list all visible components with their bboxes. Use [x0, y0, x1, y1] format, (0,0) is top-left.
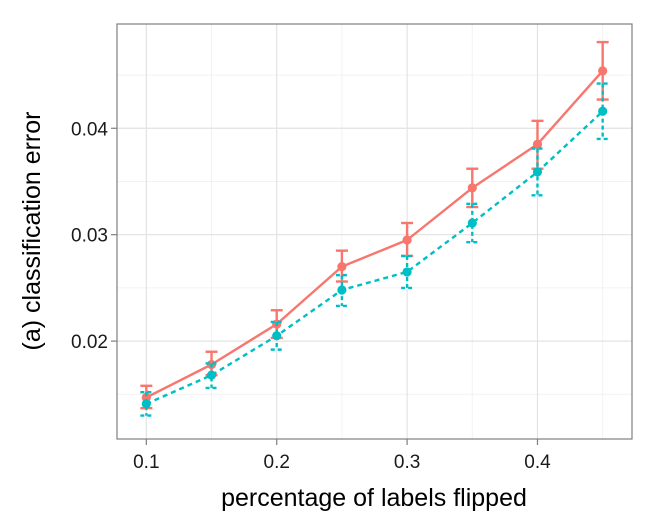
y-tick-label: 0.03 [71, 226, 108, 247]
data-point [337, 285, 347, 295]
data-point [337, 262, 347, 272]
x-axis-title: percentage of labels flipped [221, 484, 527, 512]
data-point [402, 235, 412, 245]
series-layer [140, 40, 609, 417]
data-point [141, 392, 151, 403]
x-tick-label: 0.1 [133, 452, 159, 473]
series-2 [140, 82, 609, 417]
axis-ticks [111, 127, 539, 445]
data-point [402, 267, 412, 277]
major-gridlines [117, 24, 632, 439]
x-tick-labels: 0.1 0.2 0.3 0.4 [133, 452, 551, 473]
y-tick-label: 0.02 [71, 332, 108, 353]
series-line [145, 70, 604, 399]
data-point [532, 139, 543, 149]
y-tick-labels: 0.02 0.03 0.04 [71, 119, 108, 353]
data-point [206, 370, 217, 380]
series-1 [140, 40, 609, 410]
series-line [145, 110, 604, 405]
data-point [598, 66, 608, 76]
x-tick-label: 0.2 [264, 452, 290, 473]
data-point [272, 331, 282, 341]
data-point [532, 167, 543, 177]
y-axis-title: (a) classification error [18, 112, 46, 351]
x-tick-label: 0.3 [394, 452, 420, 473]
plot-border [116, 23, 633, 440]
plot-panel [117, 24, 632, 439]
data-point [467, 183, 477, 193]
data-point [467, 218, 477, 228]
data-point [598, 106, 608, 116]
data-point [141, 399, 151, 409]
x-tick-label: 0.4 [524, 452, 551, 473]
y-tick-label: 0.04 [71, 119, 108, 140]
